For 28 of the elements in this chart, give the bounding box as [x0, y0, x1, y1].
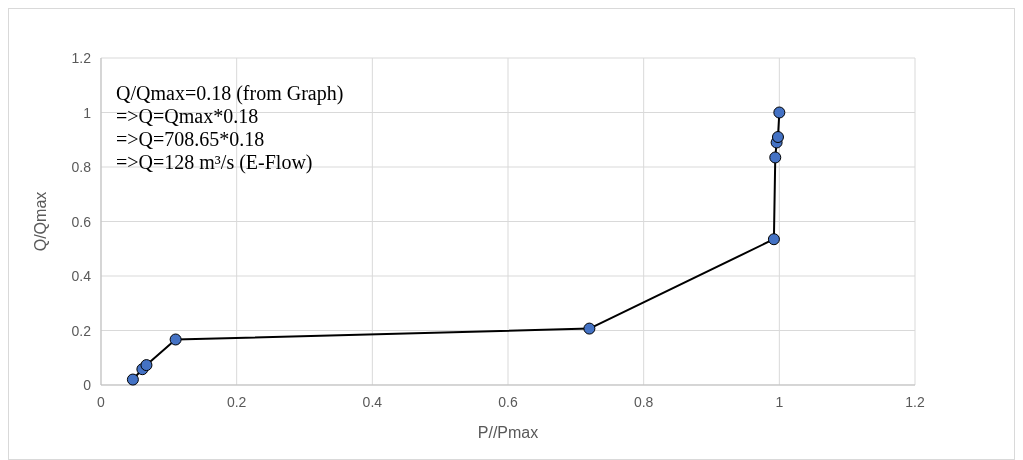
- x-tick-label: 0.4: [362, 394, 383, 410]
- x-tick-label: 1: [775, 394, 784, 410]
- point: [140, 359, 153, 372]
- annotation: Q/Qmax=0.18 (from Graph): [116, 82, 344, 105]
- point: [769, 151, 782, 164]
- y-tick-label: 1: [83, 104, 92, 121]
- y-tick-label: 1.2: [71, 50, 92, 66]
- y-tick-label: 0: [83, 377, 92, 393]
- x-axis-title: P//Pmax: [477, 424, 539, 441]
- y-axis-title: Q/Qmax: [32, 191, 49, 252]
- y-tick-label: 0.6: [71, 213, 92, 230]
- annotation: =>Q=Qmax*0.18: [116, 105, 259, 127]
- x-tick-label: 1.2: [905, 394, 925, 410]
- x-tick-label: 0: [97, 394, 106, 410]
- point: [169, 333, 182, 346]
- annotation: =>Q=128 m³/s (E-Flow): [116, 151, 313, 174]
- point: [773, 106, 786, 119]
- y-tick-label: 0.8: [71, 159, 92, 175]
- y-tick-label: 0.4: [71, 268, 92, 284]
- annotation: =>Q=708.65*0.18: [116, 128, 265, 150]
- y-tick-label: 0.2: [71, 322, 92, 339]
- point: [583, 322, 596, 335]
- point: [771, 131, 784, 144]
- x-tick-label: 0.2: [226, 394, 247, 410]
- point: [126, 373, 139, 386]
- x-tick-label: 0.6: [498, 394, 518, 410]
- x-tick-label: 0.8: [633, 394, 654, 410]
- point: [767, 233, 780, 246]
